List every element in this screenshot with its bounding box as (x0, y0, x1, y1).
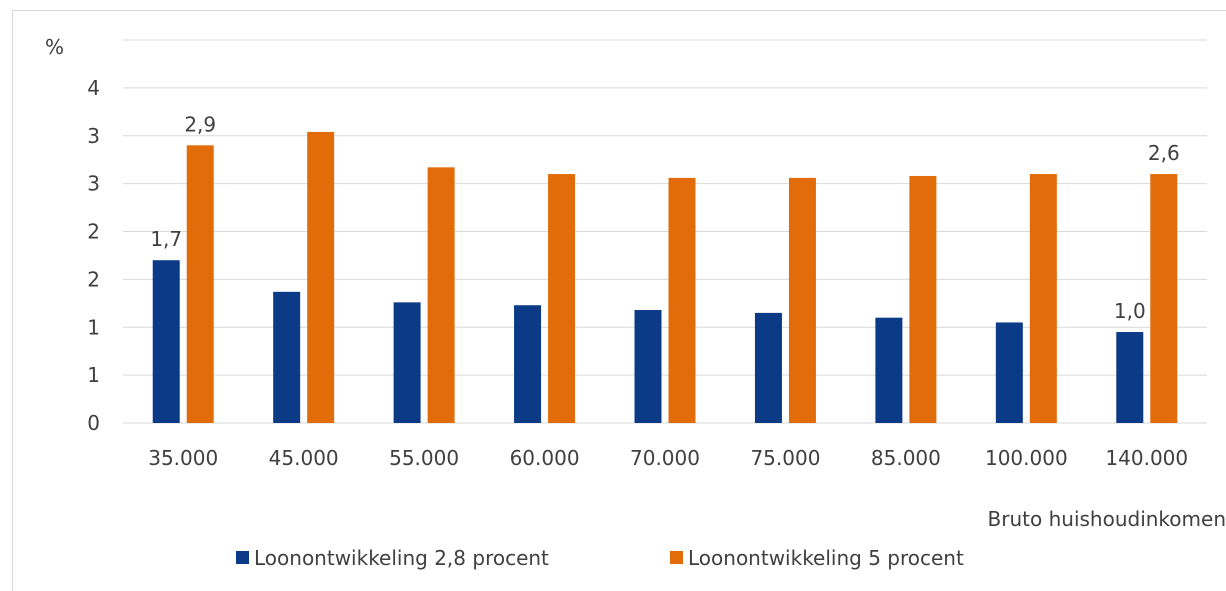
x-axis-ticks: 35.000 45.000 55.000 60.000 70.000 75.000 85.0… (148, 446, 1188, 470)
bar-series-1-75.000 (754, 312, 782, 423)
x-tick-label: 60.000 (510, 446, 580, 470)
y-tick-label: 1 (87, 363, 100, 387)
y-tick-label: 2 (87, 267, 100, 291)
chart-frame (12, 10, 1226, 591)
bar-series-2-55.000 (427, 167, 455, 423)
y-axis-label: % (45, 35, 64, 59)
bar-series-2-85.000 (909, 175, 937, 423)
data-label: 2,6 (1148, 141, 1180, 165)
x-tick-label: 70.000 (630, 446, 700, 470)
x-tick-label: 100.000 (985, 446, 1068, 470)
legend-swatch-series-1 (236, 551, 249, 564)
bar-series-1-100.000 (995, 322, 1023, 423)
legend-label-series-1: Loonontwikkeling 2,8 procent (254, 546, 549, 570)
x-tick-label: 35.000 (148, 446, 218, 470)
x-tick-label: 85.000 (871, 446, 941, 470)
bar-series-2-75.000 (788, 177, 816, 423)
bar-series-1-55.000 (393, 302, 421, 423)
x-tick-label: 75.000 (750, 446, 820, 470)
y-tick-label: 3 (87, 172, 100, 196)
x-tick-label: 140.000 (1105, 446, 1188, 470)
y-tick-label: 2 (87, 220, 100, 244)
bar-series-1-140.000 (1116, 332, 1144, 423)
y-tick-label: 1 (87, 315, 100, 339)
bar-series-1-45.000 (273, 291, 301, 423)
legend-swatch-series-2 (670, 551, 683, 564)
bars (152, 131, 1178, 424)
legend-label-series-2: Loonontwikkeling 5 procent (688, 546, 964, 570)
bar-series-1-60.000 (514, 305, 542, 423)
x-tick-label: 55.000 (389, 446, 459, 470)
bar-series-2-45.000 (307, 131, 335, 424)
y-axis-ticks: 0 1 1 2 2 3 3 4 (87, 76, 100, 435)
x-tick-label: 45.000 (269, 446, 339, 470)
data-labels: 1,7 2,9 1,0 2,6 (150, 112, 1179, 323)
bar-series-2-140.000 (1150, 174, 1178, 423)
data-label: 2,9 (184, 112, 216, 136)
data-label: 1,7 (150, 227, 182, 251)
x-axis-title: Bruto huishoudinkomen (988, 507, 1226, 531)
y-tick-label: 3 (87, 124, 100, 148)
bar-series-1-70.000 (634, 310, 662, 423)
y-tick-label: 0 (87, 411, 100, 435)
bar-series-1-85.000 (875, 317, 903, 423)
bar-series-2-100.000 (1029, 174, 1057, 423)
bar-series-2-70.000 (668, 177, 696, 423)
data-label: 1,0 (1114, 299, 1146, 323)
bar-series-2-35.000 (186, 145, 214, 423)
bar-series-2-60.000 (548, 174, 576, 423)
gridlines (123, 39, 1207, 424)
legend: Loonontwikkeling 2,8 procent Loonontwikk… (236, 546, 964, 570)
y-tick-label: 4 (87, 76, 100, 100)
bar-series-1-35.000 (152, 260, 180, 423)
